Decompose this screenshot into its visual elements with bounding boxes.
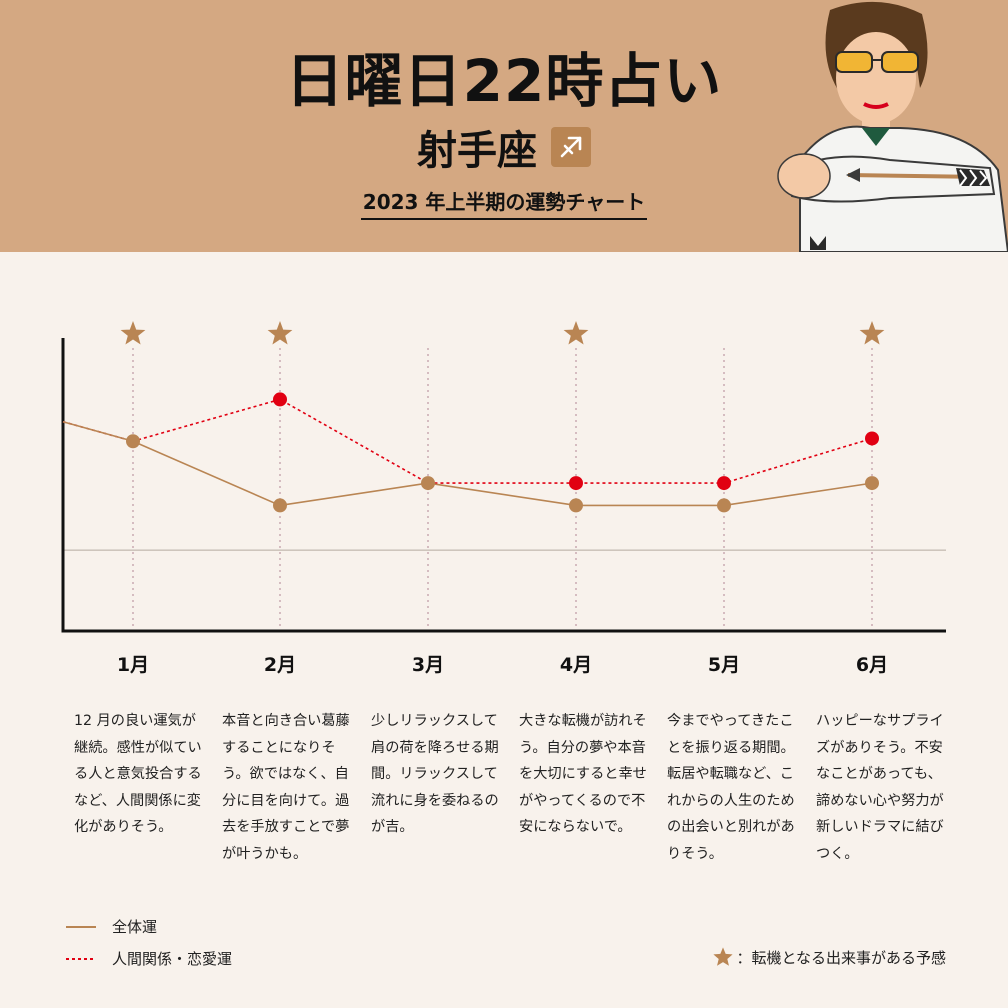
archer-illustration — [777, 1, 1008, 252]
love-point-5 — [717, 476, 731, 491]
sign-name: 射手座 — [417, 128, 537, 174]
month-description-5: 今までやってきたことを振り返る期間。転居や転職など、これからの人生のための出会い… — [667, 713, 795, 862]
overall-point-3 — [421, 476, 435, 491]
turning-point-star-6 — [859, 321, 885, 345]
legend-overall: 全体運 — [66, 916, 157, 937]
month-label-5: 5月 — [707, 654, 741, 676]
love-point-2 — [273, 392, 287, 407]
love-point-4 — [569, 476, 583, 491]
month-description-2: 本音と向き合い葛藤することになりそう。欲ではなく、自分に目を向けて。過去を手放す… — [222, 713, 350, 862]
sign-row: 射手座 — [0, 118, 1008, 176]
month-description-6: ハッピーなサプライズがありそう。不安なことがあっても、諦めない心や努力が新しいド… — [816, 713, 944, 862]
legend-star: ：転機となる出来事がある予感 — [712, 946, 946, 968]
series-overall-line — [62, 420, 873, 507]
fortune-chart — [61, 321, 946, 633]
month-description-3: 少しリラックスして肩の荷を降ろせる期間。リラックスして流れに身を委ねるのが吉。 — [371, 713, 499, 835]
chart-subtitle-text: 2023 年上半期の運勢チャート — [360, 190, 648, 220]
legend-star-label: ：転機となる出来事がある予感 — [736, 948, 946, 967]
overall-point-4 — [569, 498, 583, 513]
sagittarius-icon — [551, 127, 591, 167]
month-label-1: 1月 — [116, 654, 150, 676]
love-point-6 — [865, 431, 879, 446]
turning-point-star-2 — [267, 321, 293, 345]
legend-love: 人間関係・恋愛運 — [66, 948, 232, 969]
month-label-3: 3月 — [411, 654, 445, 676]
month-description-1: 12 月の良い運気が継続。感性が似ている人と意気投合するなど、人間関係に変化があ… — [74, 713, 202, 835]
star-icon — [713, 947, 734, 966]
month-label-4: 4月 — [559, 654, 593, 676]
legend-overall-label: 全体運 — [112, 918, 158, 936]
overall-point-1 — [126, 434, 140, 449]
legend-love-swatch — [66, 957, 96, 960]
overall-point-5 — [717, 498, 731, 513]
legend-overall-swatch — [66, 925, 96, 928]
month-label-6: 6月 — [855, 654, 889, 676]
legend-love-label: 人間関係・恋愛運 — [112, 950, 233, 968]
month-description-4: 大きな転機が訪れそう。自分の夢や本音を大切にすると幸せがやってくるので不安になら… — [519, 713, 647, 835]
turning-point-star-1 — [120, 321, 146, 345]
chart-subtitle: 2023 年上半期の運勢チャート — [0, 186, 1008, 220]
overall-point-6 — [865, 476, 879, 491]
series-love-line — [62, 398, 873, 484]
turning-point-star-4 — [563, 321, 589, 345]
page-title: 日曜日22時占い — [285, 47, 723, 115]
overall-point-2 — [273, 498, 287, 513]
month-label-2: 2月 — [263, 654, 297, 676]
